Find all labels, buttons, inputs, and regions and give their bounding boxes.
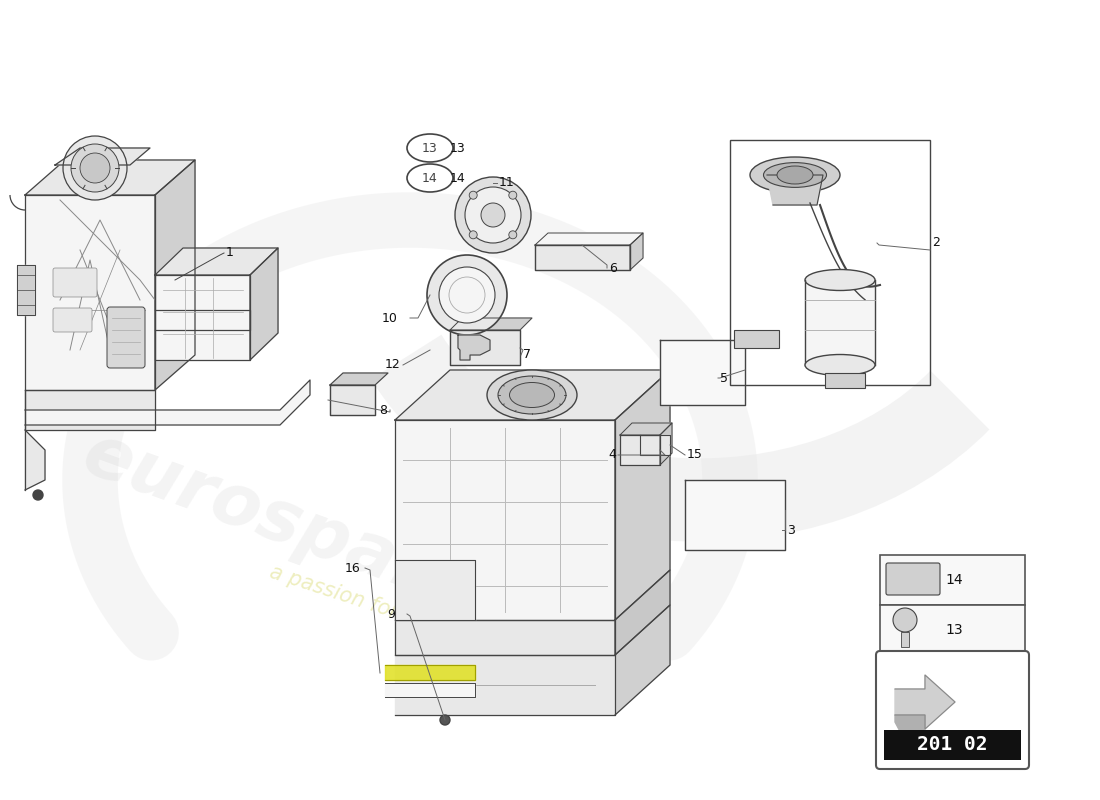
Polygon shape — [155, 275, 250, 360]
Text: 14: 14 — [945, 573, 962, 587]
Polygon shape — [660, 423, 672, 465]
Ellipse shape — [805, 270, 874, 290]
Text: 14: 14 — [422, 171, 438, 185]
Bar — [730, 140, 930, 385]
Polygon shape — [25, 390, 155, 430]
Polygon shape — [25, 195, 155, 390]
FancyBboxPatch shape — [886, 563, 940, 595]
Polygon shape — [395, 370, 670, 420]
Circle shape — [509, 230, 517, 238]
Text: 15: 15 — [688, 449, 703, 462]
Bar — [884, 730, 1021, 760]
Polygon shape — [685, 480, 785, 550]
Polygon shape — [640, 435, 670, 455]
Polygon shape — [620, 435, 660, 465]
Ellipse shape — [498, 376, 566, 414]
Polygon shape — [615, 370, 670, 620]
Polygon shape — [385, 665, 475, 680]
Text: 12: 12 — [384, 358, 400, 371]
Text: 9: 9 — [387, 607, 395, 621]
Circle shape — [509, 191, 517, 199]
Text: 16: 16 — [344, 562, 360, 574]
Text: 6: 6 — [609, 262, 617, 274]
Circle shape — [440, 715, 450, 725]
Polygon shape — [450, 330, 520, 365]
Circle shape — [481, 203, 505, 227]
Polygon shape — [155, 310, 250, 330]
Circle shape — [455, 177, 531, 253]
Polygon shape — [805, 280, 874, 365]
Polygon shape — [620, 423, 672, 435]
Circle shape — [470, 191, 477, 199]
Polygon shape — [395, 420, 615, 620]
Polygon shape — [25, 430, 45, 490]
Text: 4: 4 — [608, 449, 616, 462]
Polygon shape — [630, 233, 644, 270]
Polygon shape — [615, 570, 670, 655]
Text: 14: 14 — [450, 171, 465, 185]
Text: 1: 1 — [226, 246, 234, 259]
Polygon shape — [450, 318, 532, 330]
Circle shape — [439, 267, 495, 323]
Circle shape — [470, 230, 477, 238]
Text: 5: 5 — [720, 371, 728, 385]
Polygon shape — [395, 655, 615, 715]
FancyBboxPatch shape — [53, 308, 92, 332]
Circle shape — [893, 608, 917, 632]
Circle shape — [33, 490, 43, 500]
Text: 11: 11 — [499, 177, 515, 190]
Polygon shape — [330, 385, 375, 415]
Text: 13: 13 — [450, 142, 465, 154]
FancyBboxPatch shape — [107, 307, 145, 368]
Text: 7: 7 — [522, 349, 531, 362]
Ellipse shape — [763, 162, 826, 187]
Text: 8: 8 — [379, 403, 387, 417]
Bar — [880, 605, 1025, 655]
Circle shape — [427, 255, 507, 335]
Polygon shape — [535, 233, 644, 245]
Text: 201 02: 201 02 — [917, 735, 988, 754]
Text: 13: 13 — [422, 142, 438, 154]
Polygon shape — [895, 715, 925, 737]
Circle shape — [80, 153, 110, 183]
Polygon shape — [615, 605, 670, 715]
Polygon shape — [155, 248, 278, 275]
Polygon shape — [55, 148, 150, 165]
Text: 10: 10 — [382, 311, 398, 325]
Polygon shape — [25, 160, 195, 195]
Bar — [901, 632, 909, 647]
Circle shape — [63, 136, 126, 200]
Ellipse shape — [777, 166, 813, 184]
Polygon shape — [395, 560, 475, 620]
Bar — [825, 373, 865, 388]
Polygon shape — [25, 380, 310, 425]
FancyBboxPatch shape — [53, 268, 97, 297]
Text: 3: 3 — [786, 523, 795, 537]
Polygon shape — [330, 373, 388, 385]
Text: 13: 13 — [945, 623, 962, 637]
Polygon shape — [660, 340, 745, 405]
FancyBboxPatch shape — [876, 651, 1028, 769]
Polygon shape — [155, 160, 195, 390]
Ellipse shape — [750, 157, 840, 193]
Text: eurospares: eurospares — [74, 419, 527, 641]
Circle shape — [465, 187, 521, 243]
Polygon shape — [395, 620, 615, 655]
Ellipse shape — [487, 370, 578, 420]
Bar — [880, 555, 1025, 605]
Text: a passion for parts since 1985: a passion for parts since 1985 — [267, 562, 573, 678]
Circle shape — [72, 144, 119, 192]
Polygon shape — [535, 245, 630, 270]
Polygon shape — [250, 248, 278, 360]
Polygon shape — [16, 265, 35, 315]
Ellipse shape — [509, 382, 554, 407]
Polygon shape — [895, 675, 955, 729]
Text: 2: 2 — [932, 237, 939, 250]
Ellipse shape — [805, 354, 874, 375]
Polygon shape — [385, 683, 475, 697]
Polygon shape — [458, 335, 490, 360]
Polygon shape — [767, 175, 823, 205]
Bar — [734, 330, 779, 348]
